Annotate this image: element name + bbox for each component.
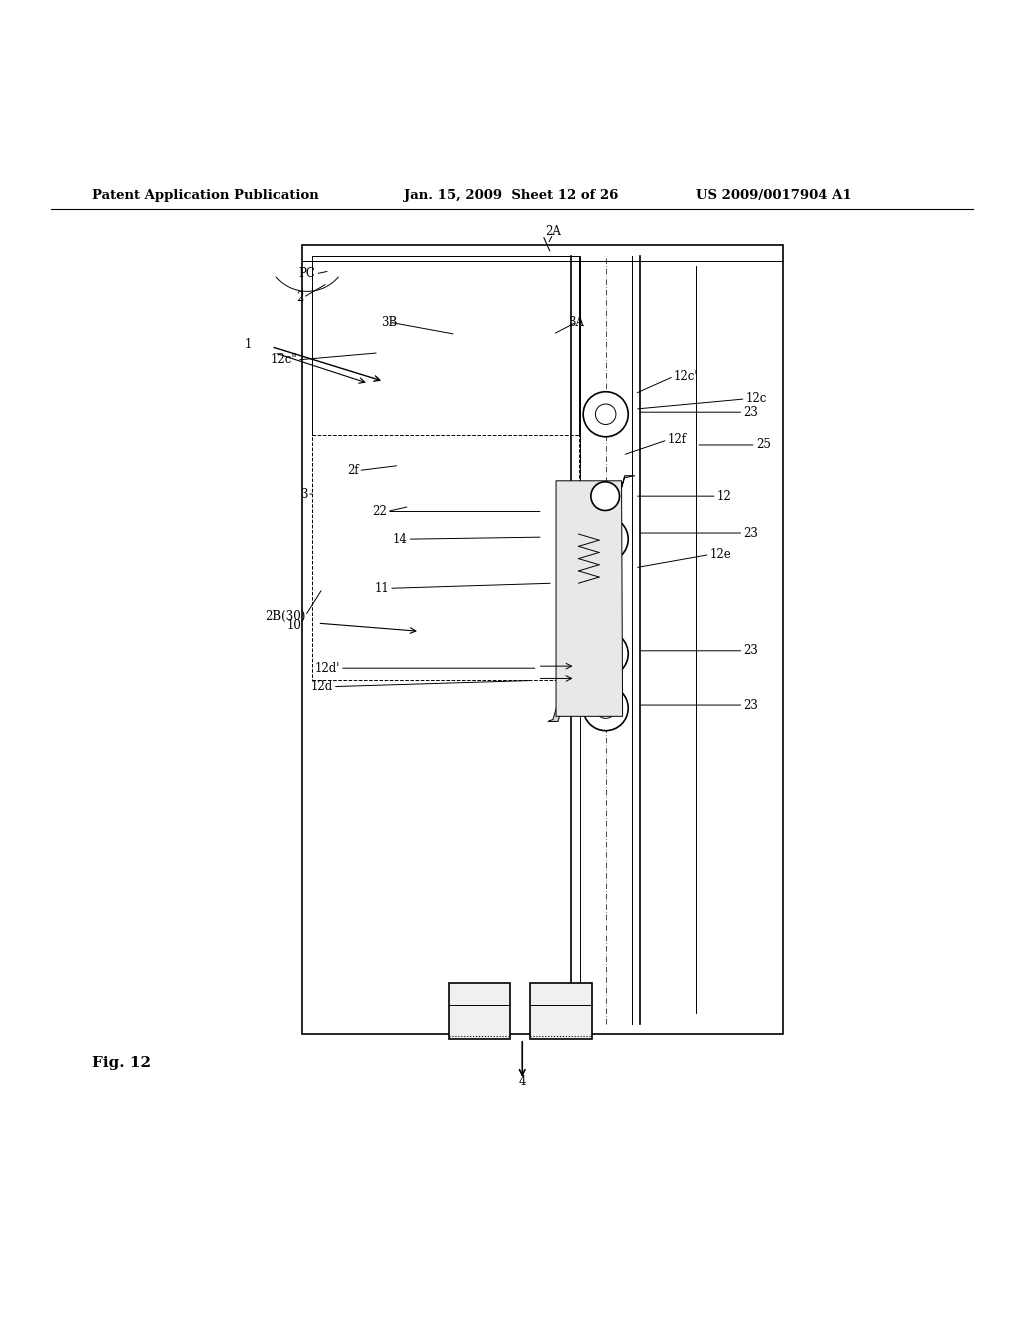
Text: 2: 2: [296, 290, 303, 304]
Text: 12d: 12d: [310, 680, 333, 693]
Bar: [449, 982, 510, 1039]
Text: 2f: 2f: [347, 465, 358, 477]
Text: 12c": 12c": [270, 354, 297, 367]
Circle shape: [584, 631, 629, 676]
Text: 3B: 3B: [381, 315, 397, 329]
Polygon shape: [556, 480, 623, 717]
Text: US 2009/0017904 A1: US 2009/0017904 A1: [696, 189, 852, 202]
Circle shape: [596, 529, 616, 549]
Text: 23: 23: [743, 644, 759, 657]
Circle shape: [584, 685, 629, 731]
Text: 10: 10: [286, 619, 301, 632]
Text: 23: 23: [743, 405, 759, 418]
Circle shape: [584, 516, 629, 562]
Text: 2A: 2A: [545, 226, 561, 239]
Text: 3: 3: [300, 487, 307, 500]
Text: 3A: 3A: [568, 315, 585, 329]
Text: 23: 23: [743, 527, 759, 540]
Circle shape: [596, 404, 616, 425]
Text: 12e: 12e: [710, 548, 731, 561]
Text: 22: 22: [373, 506, 387, 517]
Text: Jan. 15, 2009  Sheet 12 of 26: Jan. 15, 2009 Sheet 12 of 26: [404, 189, 618, 202]
Bar: [302, 246, 783, 1034]
Text: 12f: 12f: [668, 433, 687, 446]
Text: 12c: 12c: [745, 392, 767, 405]
Text: 23: 23: [743, 698, 759, 711]
Text: 14: 14: [392, 533, 408, 545]
Text: 12d': 12d': [314, 661, 340, 675]
Circle shape: [596, 644, 616, 664]
Text: 12: 12: [717, 490, 731, 503]
Circle shape: [596, 698, 616, 718]
Text: Fig. 12: Fig. 12: [92, 1056, 152, 1069]
Text: PC: PC: [299, 268, 315, 280]
Text: 11: 11: [375, 582, 389, 595]
Text: Patent Application Publication: Patent Application Publication: [92, 189, 318, 202]
Bar: [312, 256, 579, 681]
Bar: [530, 982, 592, 1039]
Bar: [312, 256, 579, 434]
Text: 4: 4: [518, 1076, 526, 1089]
Text: 25: 25: [756, 438, 771, 451]
Circle shape: [584, 392, 629, 437]
Polygon shape: [548, 475, 635, 722]
Text: 2B(30): 2B(30): [265, 610, 305, 623]
Circle shape: [591, 482, 620, 511]
Text: 12c': 12c': [674, 370, 698, 383]
Text: 1: 1: [245, 338, 252, 351]
